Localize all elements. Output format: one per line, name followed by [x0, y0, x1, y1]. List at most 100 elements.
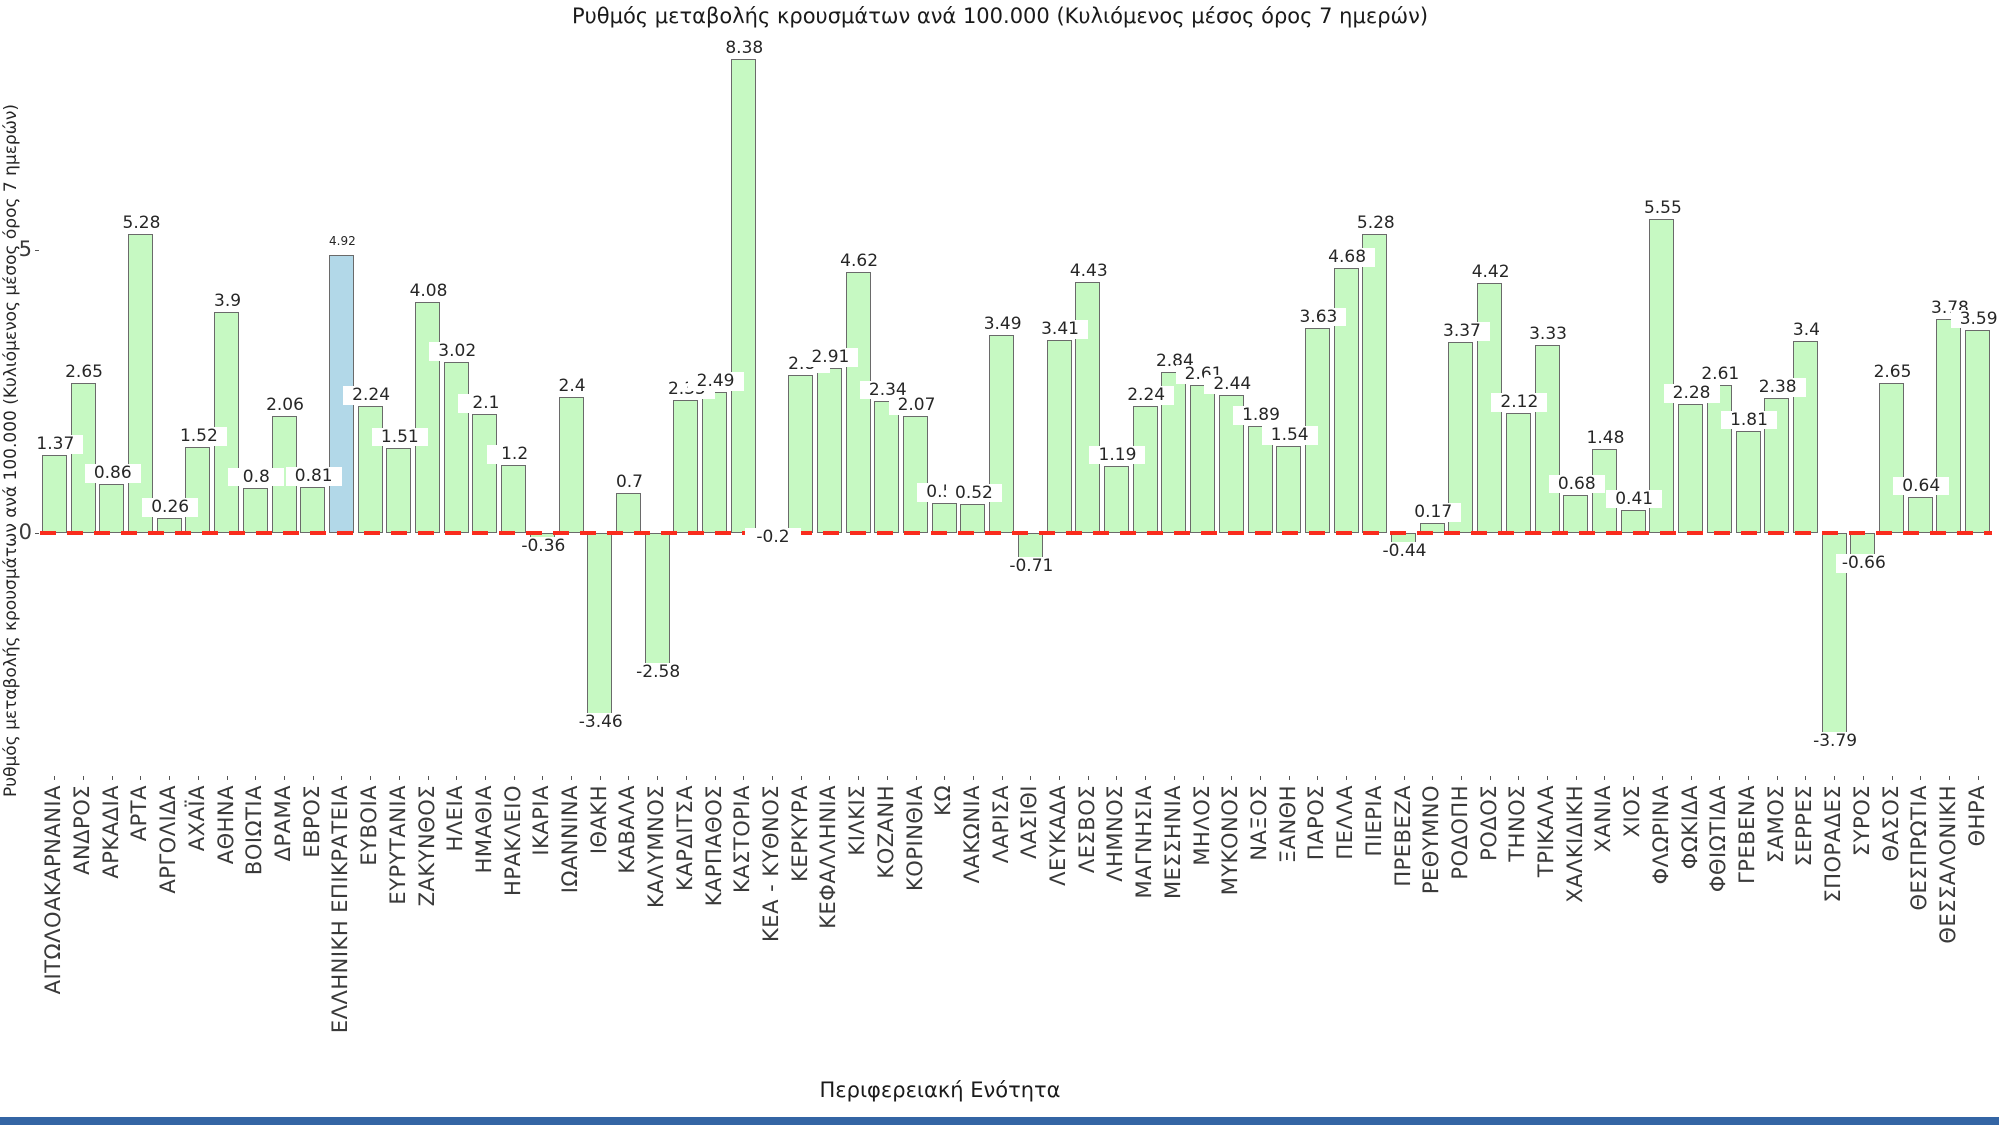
bar-value-label: 1.54 — [1261, 426, 1318, 445]
x-tick-mark — [800, 776, 802, 780]
bar-value-label: 0.7 — [601, 473, 658, 493]
x-tick-label: ΛΑΣΙΘΙ — [1017, 785, 1042, 859]
x-tick-label: ΕΥΡΥΤΑΝΙΑ — [385, 785, 410, 905]
bar — [1879, 383, 1905, 533]
x-tick-mark — [1948, 776, 1950, 780]
x-tick-mark — [542, 776, 544, 780]
bar-value-label: 3.9 — [199, 292, 256, 311]
bar — [1132, 406, 1158, 533]
zero-line — [40, 531, 1992, 535]
x-tick-mark — [456, 776, 458, 780]
x-tick-label: ΦΩΚΙΔΑ — [1677, 785, 1702, 870]
bar-value-label: 4.92 — [314, 234, 371, 248]
x-tick-mark — [1432, 776, 1434, 780]
x-tick-mark — [140, 776, 142, 780]
bar — [1505, 413, 1531, 533]
x-tick-mark — [1001, 776, 1003, 780]
bar — [1965, 329, 1991, 533]
x-tick-label: ΑΡΚΑΔΙΑ — [98, 785, 123, 879]
bar-value-label: 3.02 — [429, 342, 486, 361]
bar — [99, 484, 125, 533]
x-tick-mark — [743, 776, 745, 780]
x-tick-mark — [1260, 776, 1261, 780]
bar — [615, 493, 641, 533]
x-tick-label: ΣΥΡΟΣ — [1849, 785, 1874, 857]
x-tick-mark — [226, 776, 228, 780]
x-tick-mark — [657, 776, 659, 780]
bar — [386, 447, 412, 533]
x-tick-label: ΔΡΑΜΑ — [271, 785, 295, 862]
x-tick-label: ΑΡΤΑ — [127, 785, 152, 842]
bar-value-label: 2.12 — [1491, 393, 1548, 412]
x-tick-label: ΛΗΜΝΟΣ — [1103, 785, 1128, 882]
x-tick-mark — [714, 776, 716, 780]
bar — [242, 487, 268, 533]
x-tick-label: ΑΡΓΟΛΙΔΑ — [156, 785, 181, 894]
bar — [931, 503, 957, 533]
x-tick-label: ΙΘΑΚΗ — [586, 785, 611, 855]
x-axis-title: Περιφερειακή Ενότητα — [819, 1078, 1061, 1102]
bar-value-label: 1.81 — [1721, 410, 1777, 430]
bar-value-label: 2.24 — [343, 386, 400, 405]
x-tick-label: ΚΕΡΚΥΡΑ — [787, 785, 812, 882]
x-tick-mark — [1719, 776, 1721, 780]
bar-value-label: 2.06 — [257, 396, 313, 416]
x-tick-mark — [197, 776, 199, 780]
x-tick-mark — [284, 776, 285, 780]
x-tick-label: ΚΑΒΑΛΑ — [615, 785, 640, 874]
x-tick-label: ΜΗΛΟΣ — [1189, 785, 1214, 866]
x-tick-label: ΘΕΣΠΡΩΤΙΑ — [1907, 785, 1932, 911]
x-tick-label: ΡΕΘΥΜΝΟ — [1419, 785, 1444, 895]
bar — [41, 455, 67, 533]
bar-value-label: 1.52 — [170, 427, 227, 446]
bar — [816, 368, 842, 533]
bar — [1792, 340, 1818, 533]
y-tick-label: 0 — [18, 520, 32, 544]
bar-value-label: -3.79 — [1807, 731, 1864, 751]
bar-value-label: 0.68 — [1548, 474, 1605, 494]
bar — [1161, 372, 1187, 533]
bar-value-label: 0.52 — [945, 483, 1002, 503]
bar-value-label: -0.36 — [515, 537, 572, 557]
x-tick-mark — [1231, 776, 1233, 780]
x-tick-mark — [1977, 776, 1979, 780]
x-tick-mark — [972, 776, 974, 780]
bar-value-label: 2.24 — [1118, 386, 1175, 405]
x-tick-label: ΠΡΕΒΕΖΑ — [1390, 785, 1415, 887]
bar-value-label: 1.51 — [371, 427, 428, 447]
bar — [1649, 218, 1675, 533]
bar — [1276, 445, 1302, 533]
x-tick-mark — [1776, 776, 1778, 780]
bar-value-label: -0.2 — [745, 528, 801, 547]
x-tick-label: ΗΛΕΙΑ — [443, 785, 468, 852]
x-tick-mark — [571, 776, 573, 780]
x-tick-label: ΛΑΚΩΝΙΑ — [959, 785, 984, 884]
x-tick-mark — [915, 776, 917, 780]
bar — [1448, 342, 1474, 533]
x-tick-label: ΘΗΡΑ — [1964, 785, 1989, 847]
bar — [1362, 234, 1388, 533]
x-tick-label: ΚΩ — [931, 785, 956, 816]
y-tick-mark — [35, 533, 39, 534]
bar-value-label: 2.4 — [544, 377, 601, 396]
bar — [1534, 344, 1560, 533]
x-tick-mark — [1202, 776, 1204, 780]
x-tick-label: ΕΛΛΗΝΙΚΗ ΕΠΙΚΡΑΤΕΙΑ — [328, 785, 353, 1034]
x-tick-mark — [312, 776, 314, 780]
bar-value-label: 1.19 — [1089, 445, 1146, 465]
bar-value-label: 5.28 — [113, 214, 170, 233]
x-tick-label: ΙΚΑΡΙΑ — [529, 785, 554, 856]
x-tick-label: ΜΑΓΝΗΣΙΑ — [1132, 785, 1157, 899]
bar-value-label: 4.43 — [1060, 262, 1117, 281]
bar — [558, 397, 584, 533]
x-tick-label: ΤΡΙΚΑΛΑ — [1534, 785, 1559, 878]
x-tick-label: ΚΑΣΤΟΡΙΑ — [730, 785, 755, 893]
x-tick-mark — [1374, 776, 1376, 780]
x-tick-label: ΕΒΡΟΣ — [299, 785, 324, 858]
bar — [472, 414, 498, 533]
bar-value-label: -0.66 — [1835, 554, 1892, 574]
x-tick-label: ΑΝΔΡΟΣ — [70, 785, 95, 875]
bar-value-label: 3.63 — [1290, 307, 1347, 327]
bar — [1706, 385, 1732, 533]
